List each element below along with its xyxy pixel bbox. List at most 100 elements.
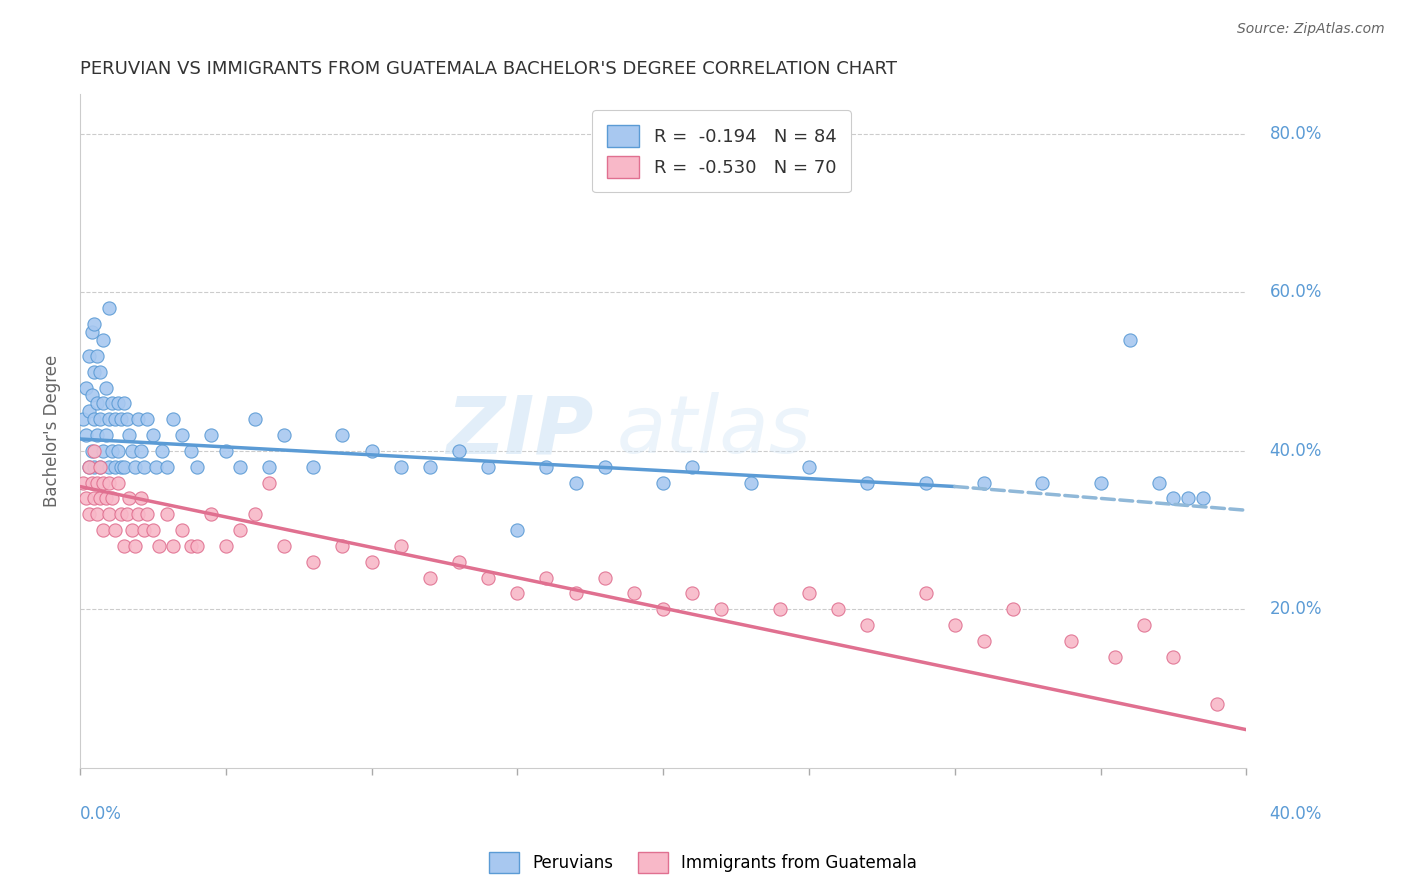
Point <box>856 475 879 490</box>
Point <box>506 586 529 600</box>
Point <box>104 459 127 474</box>
Point <box>170 428 193 442</box>
Point <box>127 412 149 426</box>
Point <box>302 459 325 474</box>
Point <box>104 523 127 537</box>
Point <box>86 428 108 442</box>
Point <box>72 475 94 490</box>
Point <box>710 602 733 616</box>
Point <box>200 507 222 521</box>
Point <box>86 475 108 490</box>
Point <box>769 602 792 616</box>
Point <box>86 349 108 363</box>
Point <box>91 333 114 347</box>
Point <box>77 349 100 363</box>
Point <box>112 396 135 410</box>
Point <box>477 571 499 585</box>
Point <box>914 586 936 600</box>
Point <box>89 459 111 474</box>
Point <box>827 602 849 616</box>
Point <box>1002 602 1025 616</box>
Point <box>127 507 149 521</box>
Point <box>943 618 966 632</box>
Text: 20.0%: 20.0% <box>1270 600 1322 618</box>
Point <box>564 475 586 490</box>
Point <box>77 459 100 474</box>
Point <box>142 428 165 442</box>
Y-axis label: Bachelor's Degree: Bachelor's Degree <box>44 355 60 508</box>
Point <box>75 380 97 394</box>
Point <box>419 459 441 474</box>
Point <box>91 396 114 410</box>
Point <box>112 459 135 474</box>
Point <box>80 475 103 490</box>
Point <box>389 539 412 553</box>
Point <box>186 539 208 553</box>
Point <box>229 523 252 537</box>
Point <box>273 428 295 442</box>
Point <box>180 443 202 458</box>
Point <box>200 428 222 442</box>
Point <box>89 459 111 474</box>
Point <box>115 507 138 521</box>
Point <box>80 388 103 402</box>
Point <box>94 428 117 442</box>
Point <box>94 491 117 506</box>
Point <box>389 459 412 474</box>
Text: Source: ZipAtlas.com: Source: ZipAtlas.com <box>1237 22 1385 37</box>
Point <box>91 523 114 537</box>
Legend: R =  -0.194   N = 84, R =  -0.530   N = 70: R = -0.194 N = 84, R = -0.530 N = 70 <box>592 111 851 192</box>
Point <box>118 428 141 442</box>
Point <box>101 443 124 458</box>
Point <box>593 459 616 474</box>
Point <box>259 459 281 474</box>
Point <box>83 491 105 506</box>
Point <box>360 443 382 458</box>
Point <box>101 396 124 410</box>
Point <box>136 412 159 426</box>
Text: 40.0%: 40.0% <box>1270 805 1322 822</box>
Text: 80.0%: 80.0% <box>1270 125 1322 143</box>
Point <box>124 539 146 553</box>
Point <box>419 571 441 585</box>
Point <box>83 365 105 379</box>
Point <box>72 412 94 426</box>
Point <box>973 634 995 648</box>
Point <box>215 539 238 553</box>
Point <box>302 555 325 569</box>
Point <box>77 507 100 521</box>
Point <box>229 459 252 474</box>
Point <box>142 523 165 537</box>
Point <box>83 412 105 426</box>
Point <box>1191 491 1213 506</box>
Point <box>104 412 127 426</box>
Point <box>110 412 132 426</box>
Point <box>1133 618 1156 632</box>
Point <box>447 443 470 458</box>
Point <box>797 586 820 600</box>
Point <box>118 491 141 506</box>
Point <box>112 539 135 553</box>
Text: atlas: atlas <box>616 392 811 470</box>
Point <box>107 475 129 490</box>
Point <box>98 459 121 474</box>
Point <box>101 491 124 506</box>
Point <box>86 396 108 410</box>
Point <box>156 459 179 474</box>
Point <box>124 459 146 474</box>
Point <box>652 602 675 616</box>
Point <box>1177 491 1199 506</box>
Point <box>1060 634 1083 648</box>
Point <box>1206 698 1229 712</box>
Point <box>162 412 184 426</box>
Point <box>91 443 114 458</box>
Point <box>623 586 645 600</box>
Point <box>110 507 132 521</box>
Point <box>243 412 266 426</box>
Point <box>75 428 97 442</box>
Point <box>180 539 202 553</box>
Point <box>83 459 105 474</box>
Point <box>91 475 114 490</box>
Point <box>132 523 155 537</box>
Point <box>150 443 173 458</box>
